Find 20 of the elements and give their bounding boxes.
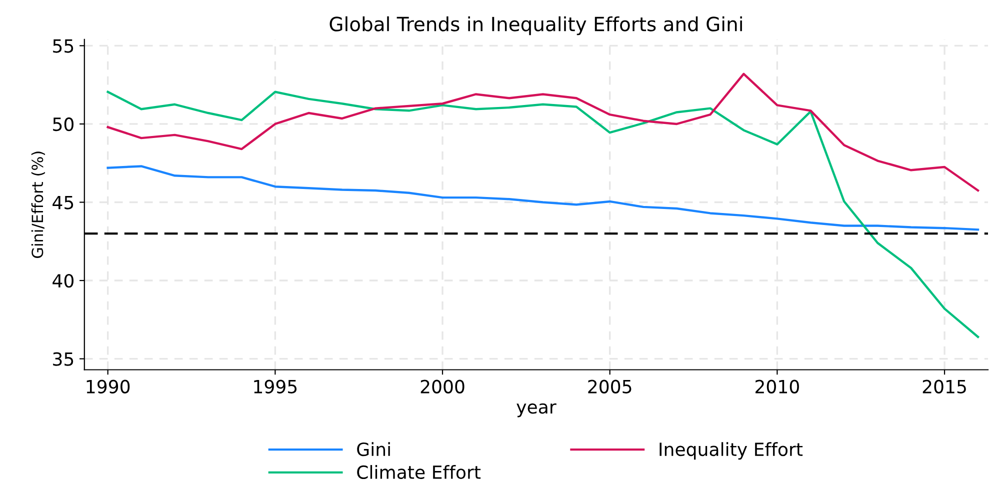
y-tick-label: 45 (52, 196, 74, 210)
chart-title: Global Trends in Inequality Efforts and Gini (330, 16, 742, 36)
line-series (106, 72, 980, 192)
y-tick-label: 50 (53, 117, 74, 132)
x-axis-title: year (516, 403, 556, 418)
line-series (106, 165, 980, 231)
x-tick-label: 2010 (756, 380, 799, 394)
x-tick-label: 2000 (420, 380, 464, 394)
y-tick-label: 40 (52, 274, 74, 288)
x-tick-label: 2015 (922, 380, 966, 394)
legend-label: Gini (357, 442, 390, 456)
y-axis-title: Gini/Effort (%) (31, 152, 45, 258)
y-tick-label: 35 (53, 352, 74, 366)
legend-label: Climate Effort (357, 465, 481, 480)
line-series (106, 90, 980, 338)
x-tick-label: 1990 (86, 380, 130, 394)
x-tick-label: 2005 (588, 380, 632, 394)
legend-label: Inequality Effort (660, 442, 803, 460)
x-tick-label: 1995 (254, 380, 297, 394)
y-tick-label: 55 (53, 39, 74, 53)
